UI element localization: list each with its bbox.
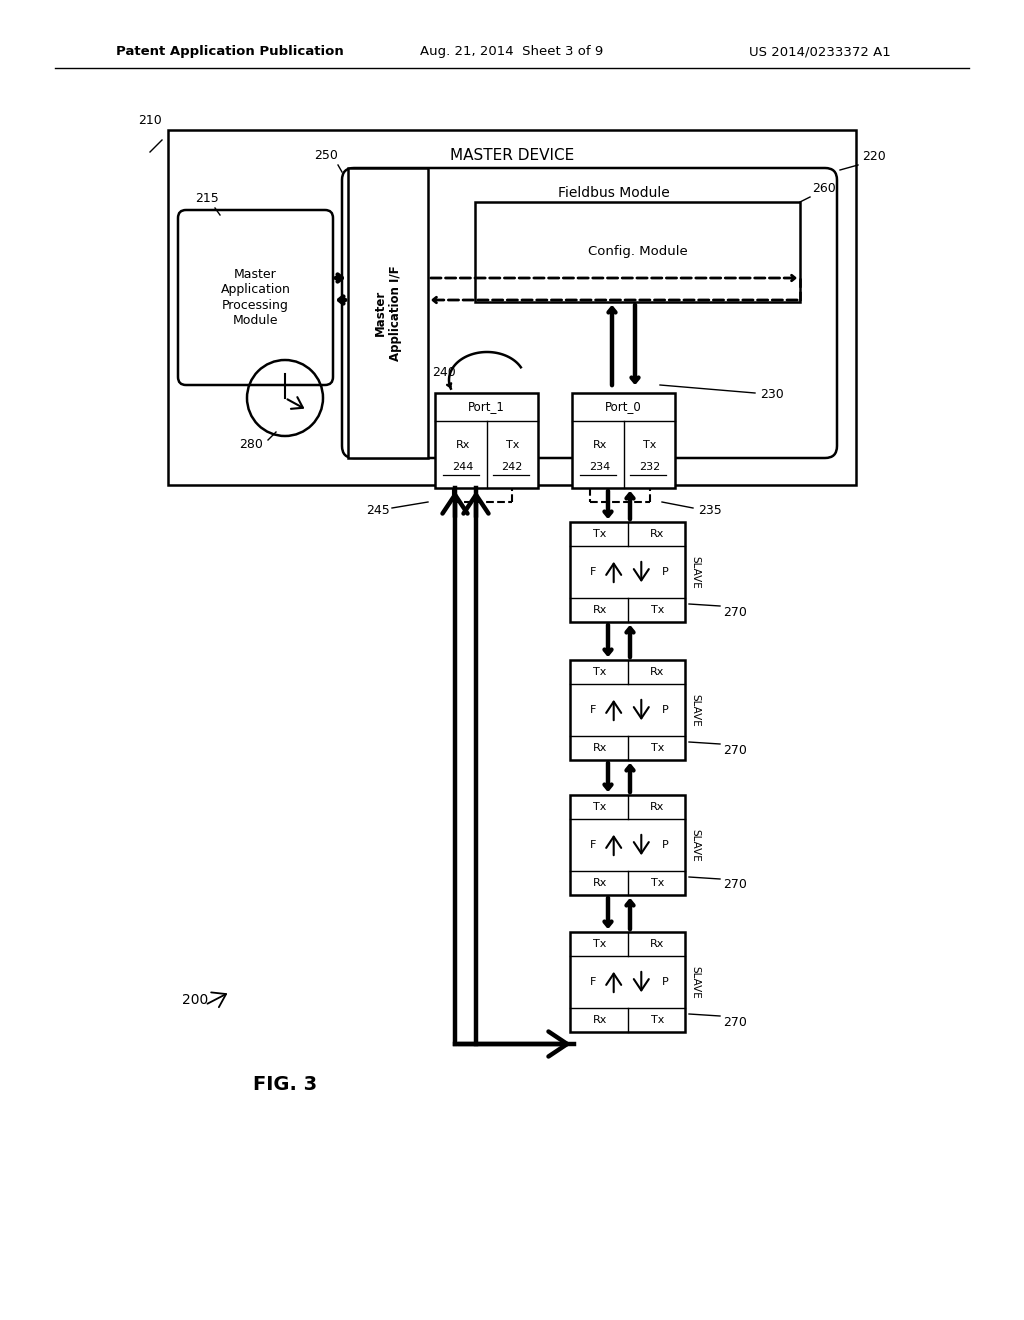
Text: 230: 230	[760, 388, 783, 401]
Text: MASTER DEVICE: MASTER DEVICE	[450, 148, 574, 162]
Text: P: P	[663, 977, 669, 987]
FancyBboxPatch shape	[342, 168, 837, 458]
Bar	[435, 393, 538, 488]
Bar	[348, 168, 428, 458]
Text: 280: 280	[240, 438, 263, 451]
Text: Port_0: Port_0	[605, 400, 642, 413]
Text: SLAVE: SLAVE	[690, 966, 700, 998]
Text: Tx: Tx	[593, 939, 606, 949]
Bar	[570, 521, 685, 622]
Text: US 2014/0233372 A1: US 2014/0233372 A1	[750, 45, 891, 58]
Text: 234: 234	[589, 462, 610, 473]
Text: 232: 232	[639, 462, 659, 473]
Text: Rx: Rx	[593, 440, 607, 450]
Text: 220: 220	[862, 150, 886, 162]
Text: F: F	[590, 977, 596, 987]
Bar	[475, 202, 800, 302]
Bar	[570, 795, 685, 895]
Text: Rx: Rx	[650, 939, 665, 949]
Text: F: F	[590, 568, 596, 577]
Text: Aug. 21, 2014  Sheet 3 of 9: Aug. 21, 2014 Sheet 3 of 9	[421, 45, 603, 58]
Text: Tx: Tx	[593, 803, 606, 812]
Text: Tx: Tx	[650, 605, 665, 615]
Text: 245: 245	[367, 503, 390, 516]
Text: 270: 270	[723, 743, 746, 756]
Text: F: F	[590, 840, 596, 850]
Text: 270: 270	[723, 606, 746, 619]
Bar	[168, 129, 856, 484]
Text: P: P	[663, 568, 669, 577]
Bar	[572, 393, 675, 488]
Text: 242: 242	[502, 462, 523, 473]
Text: 250: 250	[314, 149, 338, 162]
Text: SLAVE: SLAVE	[690, 556, 700, 589]
Text: Rx: Rx	[593, 743, 607, 752]
Text: Rx: Rx	[650, 803, 665, 812]
Text: 270: 270	[723, 1015, 746, 1028]
Text: Tx: Tx	[650, 878, 665, 888]
Text: 235: 235	[698, 503, 722, 516]
Text: 240: 240	[432, 367, 456, 380]
Text: Tx: Tx	[650, 743, 665, 752]
Text: 244: 244	[453, 462, 473, 473]
Text: 215: 215	[196, 191, 219, 205]
Text: Patent Application Publication: Patent Application Publication	[116, 45, 344, 58]
Text: F: F	[590, 705, 596, 715]
Text: Master
Application
Processing
Module: Master Application Processing Module	[220, 268, 291, 326]
Bar	[570, 932, 685, 1032]
Text: 260: 260	[812, 182, 836, 195]
Bar	[570, 660, 685, 760]
Text: FIG. 3: FIG. 3	[253, 1076, 317, 1094]
Text: Rx: Rx	[456, 440, 470, 450]
Text: Config. Module: Config. Module	[588, 246, 687, 259]
Text: Master
Application I/F: Master Application I/F	[374, 265, 402, 360]
Text: Rx: Rx	[593, 878, 607, 888]
Text: 200: 200	[182, 993, 208, 1007]
Text: Rx: Rx	[593, 605, 607, 615]
Text: P: P	[663, 840, 669, 850]
Text: Tx: Tx	[506, 440, 519, 450]
Text: P: P	[663, 705, 669, 715]
Text: Rx: Rx	[650, 529, 665, 539]
Text: Rx: Rx	[650, 667, 665, 677]
Text: Tx: Tx	[643, 440, 656, 450]
Text: SLAVE: SLAVE	[690, 693, 700, 726]
Text: Tx: Tx	[593, 667, 606, 677]
Text: Rx: Rx	[593, 1015, 607, 1026]
Text: SLAVE: SLAVE	[690, 829, 700, 862]
FancyBboxPatch shape	[178, 210, 333, 385]
Text: 270: 270	[723, 879, 746, 891]
Text: Tx: Tx	[593, 529, 606, 539]
Text: Port_1: Port_1	[468, 400, 505, 413]
Text: Tx: Tx	[650, 1015, 665, 1026]
Text: Fieldbus Module: Fieldbus Module	[558, 186, 670, 201]
Text: 210: 210	[138, 114, 162, 127]
